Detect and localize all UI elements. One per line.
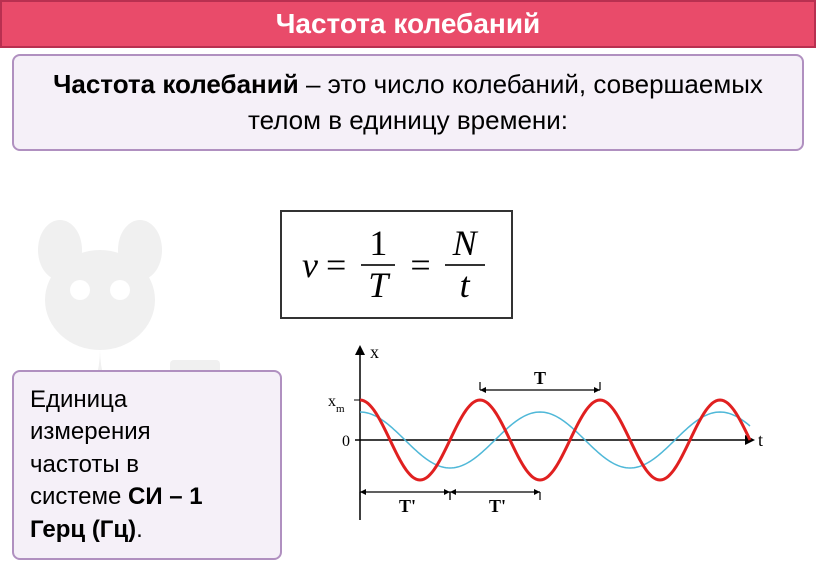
frac1-num: 1	[361, 224, 395, 266]
frac2-den: t	[452, 266, 478, 306]
svg-text:T: T	[534, 368, 546, 388]
fraction-2: N t	[445, 224, 485, 305]
frac1-den: T	[360, 266, 396, 306]
title-text: Частота колебаний	[276, 8, 541, 40]
svg-text:x: x	[370, 342, 379, 362]
unit-line3: частоты в	[30, 451, 139, 478]
definition-rest: – это число колебаний, совершаемых телом…	[248, 69, 763, 135]
fraction-1: 1 T	[360, 224, 396, 305]
svg-text:0: 0	[342, 433, 350, 450]
unit-line2: измерения	[30, 418, 151, 445]
unit-line4-bold: СИ – 1	[128, 483, 203, 510]
definition-term: Частота колебаний	[53, 69, 299, 99]
unit-line5-end: .	[136, 516, 143, 543]
definition-box: Частота колебаний – это число колебаний,…	[12, 54, 804, 151]
unit-box: Единица измерения частоты в системе СИ –…	[12, 370, 282, 560]
equals-2: =	[410, 244, 430, 286]
svg-text:T': T'	[399, 496, 416, 516]
svg-text:T': T'	[489, 496, 506, 516]
unit-line5-bold: Герц (Гц)	[30, 516, 136, 543]
equals-1: =	[326, 244, 346, 286]
frac2-num: N	[445, 224, 485, 266]
formula-lhs: ν	[302, 244, 318, 286]
oscillation-chart: x t 0 xm T T' T'	[310, 340, 790, 550]
unit-line4-pre: системе	[30, 483, 128, 510]
title-bar: Частота колебаний	[0, 0, 816, 48]
svg-text:t: t	[758, 430, 763, 450]
formula-box: ν = 1 T = N t	[280, 210, 513, 319]
svg-text:xm: xm	[328, 393, 345, 415]
unit-line1: Единица	[30, 386, 127, 413]
